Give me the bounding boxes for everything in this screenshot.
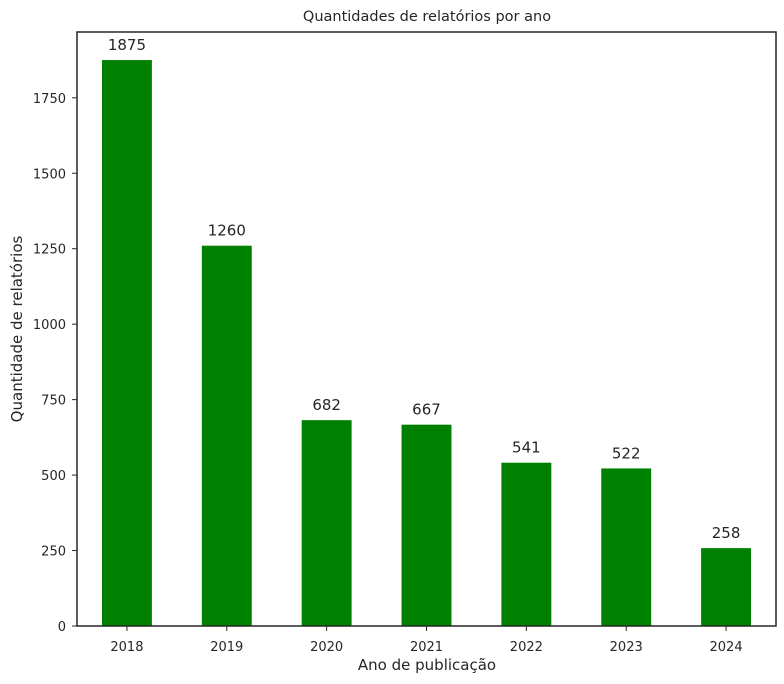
x-tick-label-2024: 2024 <box>710 640 743 655</box>
data-label-2023: 522 <box>612 444 641 462</box>
data-label-2018: 1875 <box>108 36 146 54</box>
bar-2023 <box>601 468 652 626</box>
bar-2018 <box>101 60 152 626</box>
y-tick-label-1500: 1500 <box>33 167 66 182</box>
x-tick-label-2023: 2023 <box>610 640 643 655</box>
bars-group: 1875 1260 682 667 541 522 258 <box>101 36 752 626</box>
x-tick-label-2020: 2020 <box>310 640 343 655</box>
y-axis-label: Quantidade de relatórios <box>8 236 26 423</box>
x-axis-ticks: 2018 2019 2020 2021 2022 2023 2024 <box>110 626 743 655</box>
bar-2020 <box>301 420 352 626</box>
chart-title: Quantidades de relatórios por ano <box>303 9 551 25</box>
y-tick-label-250: 250 <box>41 545 66 560</box>
data-label-2019: 1260 <box>208 222 246 240</box>
bar-2024 <box>701 548 752 626</box>
data-label-2021: 667 <box>412 401 441 419</box>
data-label-2022: 541 <box>512 439 541 457</box>
data-label-2020: 682 <box>312 396 341 414</box>
y-tick-label-1000: 1000 <box>33 318 66 333</box>
x-tick-label-2021: 2021 <box>410 640 443 655</box>
y-tick-label-0: 0 <box>58 620 66 635</box>
y-tick-label-500: 500 <box>41 469 66 484</box>
plot-frame <box>76 31 777 627</box>
y-tick-label-750: 750 <box>41 394 66 409</box>
y-axis-ticks: 0 250 500 750 1000 1250 1500 1750 <box>33 92 77 635</box>
data-label-2024: 258 <box>712 524 741 542</box>
y-tick-label-1250: 1250 <box>33 243 66 258</box>
x-tick-label-2019: 2019 <box>210 640 243 655</box>
x-tick-label-2018: 2018 <box>110 640 143 655</box>
x-axis-label: Ano de publicação <box>358 656 496 674</box>
bar-2021 <box>401 424 452 626</box>
bar-2019 <box>201 245 252 626</box>
bar-2022 <box>501 462 552 626</box>
x-tick-label-2022: 2022 <box>510 640 543 655</box>
y-tick-label-1750: 1750 <box>33 92 66 107</box>
